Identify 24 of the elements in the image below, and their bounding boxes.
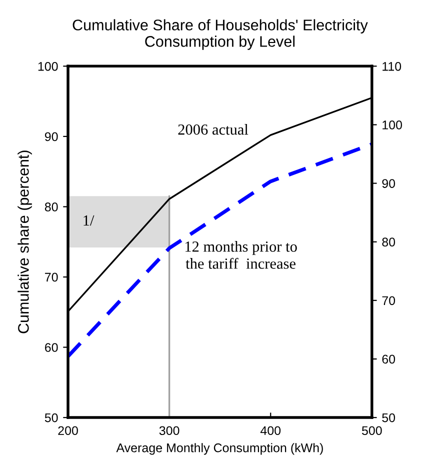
y-tick-label: 90 bbox=[44, 132, 58, 142]
x-tick-label: 300 bbox=[159, 426, 180, 436]
series-label: 2006 actual bbox=[178, 124, 248, 135]
y2-tick-label: 50 bbox=[382, 413, 396, 422]
y-tick-label: 70 bbox=[45, 272, 58, 282]
y-tick-label: 60 bbox=[45, 343, 58, 352]
x-tick-label: 500 bbox=[362, 426, 382, 436]
x-tick-label: 400 bbox=[260, 426, 281, 436]
chart-title: Cumulative Share of Households' Electricity Consumption by Level bbox=[72, 19, 368, 50]
y-tick-label: 80 bbox=[44, 202, 58, 212]
y2-tick-label: 70 bbox=[382, 296, 396, 306]
y-tick-label: 50 bbox=[44, 413, 58, 422]
y2-tick-label: 80 bbox=[382, 238, 396, 247]
series-label: 12 months prior to the tariff increase bbox=[185, 241, 297, 269]
y2-tick-label: 100 bbox=[382, 120, 402, 130]
line-series bbox=[68, 142, 372, 358]
y2-tick-label: 90 bbox=[382, 179, 396, 188]
x-tick-label: 200 bbox=[58, 426, 78, 436]
annotation: 1/ bbox=[84, 215, 94, 226]
y-axis-title: Cumulative share (percent) bbox=[18, 150, 32, 334]
y2-tick-label: 110 bbox=[382, 62, 402, 71]
y2-tick-label: 60 bbox=[382, 354, 396, 364]
x-axis-title: Average Monthly Consumption (kWh) bbox=[116, 443, 323, 455]
y-tick-label: 100 bbox=[38, 62, 58, 71]
